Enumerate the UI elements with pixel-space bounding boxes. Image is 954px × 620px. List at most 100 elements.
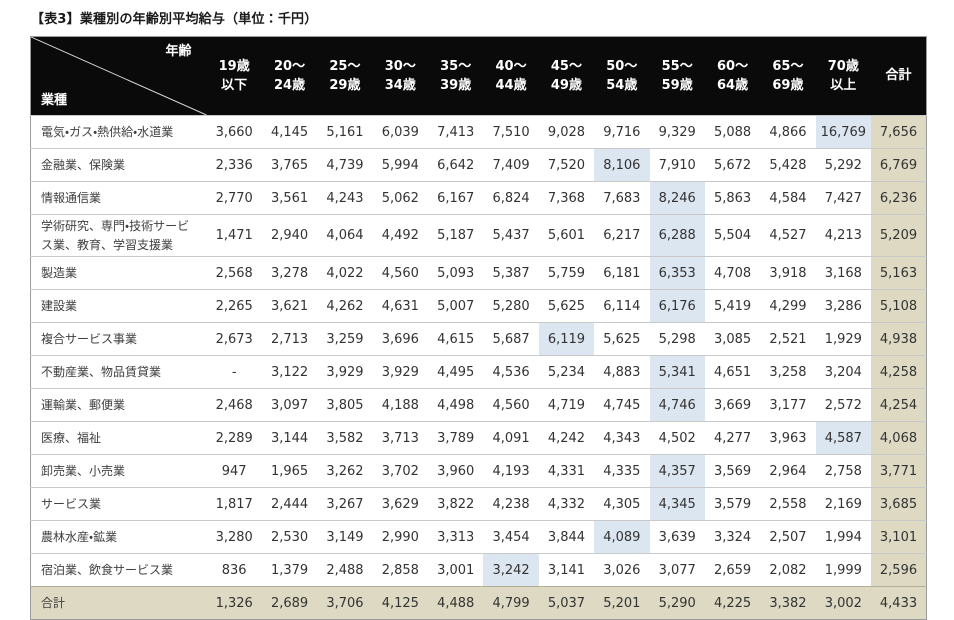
table-header: 年齢 業種 19歳 以下 20〜 24歳 25〜 29歳 30〜 34歳 35〜 39歳…	[30, 36, 927, 116]
value-cell: 3,262	[317, 454, 373, 488]
industry-cell: 医療、福祉	[30, 421, 207, 455]
value-cell: 5,062	[372, 181, 428, 215]
row-total-cell: 4,938	[871, 322, 927, 356]
footer-value-cell: 3,002	[815, 586, 871, 620]
value-cell: 2,169	[815, 487, 871, 521]
value-cell: 2,558	[760, 487, 816, 521]
row-total-cell: 4,254	[871, 388, 927, 422]
column-header-age-9: 60〜 64歳	[704, 36, 761, 116]
value-cell: 5,093	[428, 256, 484, 290]
row-total-cell: 5,163	[871, 256, 927, 290]
value-cell: 3,929	[372, 355, 428, 389]
column-header-age-5: 40〜 44歳	[483, 36, 539, 116]
column-header-age-2: 25〜 29歳	[317, 36, 373, 116]
value-cell: 5,387	[483, 256, 539, 290]
value-cell: 3,149	[317, 520, 373, 554]
value-cell: 5,161	[317, 115, 373, 149]
value-cell: 5,187	[428, 213, 484, 257]
row-total-cell: 3,685	[871, 487, 927, 521]
value-cell: 2,713	[261, 322, 318, 356]
value-cell: 5,280	[483, 289, 539, 323]
table-row: 運輸業、郵便業 2,468 3,097 3,805 4,188 4,498 4,560 4,7…	[30, 388, 927, 422]
value-cell: 4,331	[538, 454, 595, 488]
industry-cell: 卸売業、小売業	[30, 454, 207, 488]
value-cell: 3,629	[372, 487, 428, 521]
value-cell: 5,292	[815, 148, 871, 182]
value-cell: 3,258	[760, 355, 816, 389]
industry-cell: サービス業	[30, 487, 207, 521]
value-cell: 3,621	[261, 289, 318, 323]
value-cell: 4,343	[594, 421, 650, 455]
value-cell: 7,368	[538, 181, 595, 215]
value-cell: 2,990	[372, 520, 428, 554]
value-cell: 7,413	[428, 115, 484, 149]
value-cell-highlighted: 4,587	[815, 421, 871, 455]
salary-table: 年齢 業種 19歳 以下 20〜 24歳 25〜 29歳 30〜 34歳 35〜 39歳…	[30, 36, 927, 620]
value-cell: 2,507	[760, 520, 816, 554]
industry-cell: 金融業、保険業	[30, 148, 207, 182]
value-cell: 5,088	[704, 115, 761, 149]
value-cell: 4,277	[704, 421, 761, 455]
value-cell: 5,437	[483, 213, 539, 257]
value-cell: 4,022	[317, 256, 373, 290]
footer-value-cell: 3,706	[317, 586, 373, 620]
value-cell: 4,064	[317, 213, 373, 257]
value-cell: 3,918	[760, 256, 816, 290]
value-cell: 3,204	[815, 355, 871, 389]
table-row: 複合サービス事業 2,673 2,713 3,259 3,696 4,615 5,687 6,…	[30, 322, 927, 356]
row-total-cell: 5,108	[871, 289, 927, 323]
value-cell: 2,082	[760, 553, 816, 587]
value-cell: 3,141	[538, 553, 595, 587]
column-header-age-6: 45〜 49歳	[538, 36, 595, 116]
value-cell: 4,719	[538, 388, 595, 422]
value-cell: 6,167	[428, 181, 484, 215]
industry-cell: 宿泊業、飲食サービス業	[30, 553, 207, 587]
industry-cell: 農林水産・鉱業	[30, 520, 207, 554]
column-header-age-3: 30〜 34歳	[372, 36, 428, 116]
footer-value-cell: 2,689	[261, 586, 318, 620]
table-row: 卸売業、小売業 947 1,965 3,262 3,702 3,960 4,193 4,331…	[30, 454, 927, 488]
value-cell: 3,789	[428, 421, 484, 455]
industry-cell: 製造業	[30, 256, 207, 290]
footer-value-cell: 5,290	[649, 586, 705, 620]
value-cell: 3,168	[815, 256, 871, 290]
value-cell: 2,289	[206, 421, 262, 455]
value-cell: 3,144	[261, 421, 318, 455]
footer-value-cell: 4,225	[704, 586, 761, 620]
value-cell: 7,520	[538, 148, 595, 182]
industry-cell: 学術研究、専門・技術サービス業、教育、学習支援業	[30, 213, 207, 257]
value-cell-highlighted: 4,746	[649, 388, 705, 422]
row-total-cell: 3,771	[871, 454, 927, 488]
footer-value-cell: 3,382	[760, 586, 816, 620]
value-cell: 9,716	[594, 115, 650, 149]
value-cell: 4,193	[483, 454, 539, 488]
value-cell: 6,039	[372, 115, 428, 149]
value-cell: 5,625	[594, 322, 650, 356]
industry-cell: 複合サービス事業	[30, 322, 207, 356]
value-cell: 2,521	[760, 322, 816, 356]
footer-row: 合計 1,326 2,689 3,706 4,125 4,488 4,799 5,037 5,2…	[30, 586, 927, 620]
column-header-total: 合計	[871, 36, 927, 116]
value-cell: 3,026	[594, 553, 650, 587]
value-cell: 3,963	[760, 421, 816, 455]
footer-value-cell: 4,799	[483, 586, 539, 620]
value-cell: 3,805	[317, 388, 373, 422]
footer-value-cell: 5,201	[594, 586, 650, 620]
industry-cell: 不動産業、物品賃貸業	[30, 355, 207, 389]
row-total-cell: 4,258	[871, 355, 927, 389]
value-cell: 4,527	[760, 213, 816, 257]
value-cell: 4,651	[704, 355, 761, 389]
value-cell: 2,964	[760, 454, 816, 488]
value-cell: 3,001	[428, 553, 484, 587]
value-cell: 6,824	[483, 181, 539, 215]
value-cell: 4,708	[704, 256, 761, 290]
value-cell: 1,817	[206, 487, 262, 521]
value-cell: 4,615	[428, 322, 484, 356]
value-cell: 5,504	[704, 213, 761, 257]
value-cell: 3,765	[261, 148, 318, 182]
value-cell: 4,745	[594, 388, 650, 422]
value-cell: 3,454	[483, 520, 539, 554]
value-cell: 7,409	[483, 148, 539, 182]
column-header-age-10: 65〜 69歳	[760, 36, 816, 116]
value-cell: -	[206, 355, 262, 389]
